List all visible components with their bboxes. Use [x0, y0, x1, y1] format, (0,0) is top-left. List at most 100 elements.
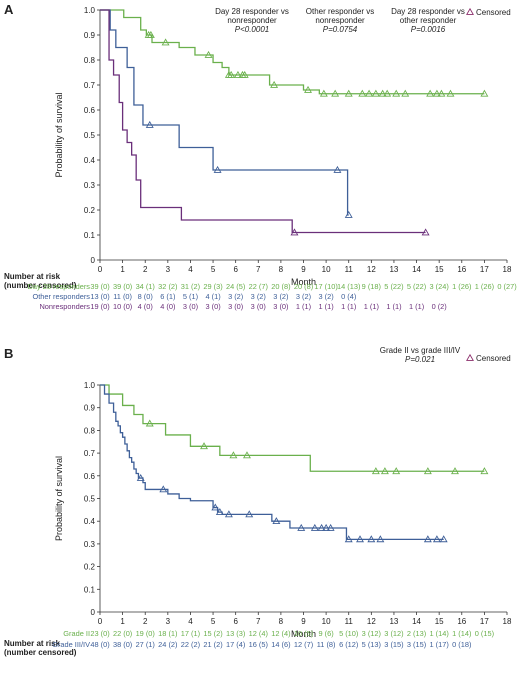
panel-b-series-1-censor-mark	[317, 523, 326, 531]
panel-a-risk-row-0-label: Day 28 responders	[28, 282, 91, 291]
panel-a-risk-row-1-cell: 11 (0)	[113, 292, 132, 301]
panel-a-risk-row-2-cell: 19 (0)	[90, 302, 109, 311]
panel-b-x-tick-label: 3	[166, 617, 171, 626]
panel-a-x-tick-label: 13	[389, 265, 398, 274]
panel-a-risk-row-1-cell: 3 (2)	[251, 292, 266, 301]
panel-a-series-0-censor-mark	[358, 89, 367, 97]
panel-b-x-tick-label: 6	[233, 617, 238, 626]
panel-a-y-tick-label: 0.1	[84, 231, 96, 240]
panel-a-risk-row-0-cell: 39 (0)	[113, 282, 132, 291]
panel-b-risk-row-1-label: Grade III/IV	[52, 640, 90, 649]
panel-a-x-tick-label: 18	[503, 265, 512, 274]
risk-table-b-title-line2: (number censored)	[4, 648, 77, 657]
panel-b-y-tick-label: 0.6	[84, 472, 96, 481]
panel-a-y-tick-label: 0.6	[84, 106, 96, 115]
panel-b-series-1-censor-mark	[272, 517, 281, 525]
panel-b-risk-row-0-cell: 12 (4)	[249, 629, 268, 638]
panel-a-y-tick-label: 0.5	[84, 131, 96, 140]
panel-b-series-0-censor-mark	[380, 467, 389, 475]
panel-b-x-tick-label: 4	[188, 617, 193, 626]
panel-a-series-0-censor-mark	[233, 70, 242, 78]
panel-a-y-tick-label: 0	[91, 256, 96, 265]
panel-a-risk-row-0-cell: 5 (22)	[407, 282, 426, 291]
panel-a-series-0-censor-mark	[371, 89, 380, 97]
panel-a-series-0-censor-mark	[240, 70, 249, 78]
panel-a-risk-row-0-cell: 17 (10)	[314, 282, 337, 291]
panel-a-x-tick-label: 2	[143, 265, 148, 274]
panel-a-x-tick-label: 15	[435, 265, 444, 274]
panel-a-x-tick-label: 8	[279, 265, 284, 274]
panel-a-series-1-line	[100, 9, 349, 216]
panel-b-series-0-censor-mark	[423, 467, 432, 475]
panel-a-risk-row-0-cell: 24 (5)	[226, 282, 245, 291]
panel-b-y-tick-label: 0.2	[84, 563, 96, 572]
risk-table-b-title-line1: Number at risk	[4, 639, 61, 648]
panel-b-risk-row-0-cell: 19 (0)	[136, 629, 155, 638]
panel-a-y-tick-label: 0.9	[84, 31, 96, 40]
panel-a-risk-row-2-cell: 1 (1)	[386, 302, 401, 311]
panel-a-series-2-censor-mark	[290, 228, 299, 236]
panel-a-legend-censored-label: Censored	[476, 8, 511, 17]
panel-a-series-0-line	[100, 9, 485, 95]
panel-a-annotation-1-line-2: P=0.0754	[323, 25, 358, 34]
panel-b-risk-row-0-cell: 22 (0)	[113, 629, 132, 638]
panel-a-x-tick-label: 0	[98, 265, 103, 274]
panel-a-series-2-line	[100, 9, 426, 234]
panel-b-series-0-censor-mark	[480, 467, 489, 475]
panel-b-risk-row-1-cell: 16 (5)	[249, 640, 268, 649]
panel-b-series-0-censor-mark	[451, 467, 459, 475]
panel-a-risk-row-0-cell: 5 (22)	[384, 282, 403, 291]
panel-a-legend-censored-icon	[466, 7, 474, 15]
panel-b-series-1-censor-mark	[310, 523, 319, 531]
panel-a-annotation-1-line-0: Other responder vs	[306, 7, 374, 16]
panel-a-risk-row-2-cell: 1 (1)	[296, 302, 311, 311]
panel-a-letter: A	[4, 2, 14, 17]
panel-b-legend-censored-icon	[466, 353, 474, 361]
panel-b-risk-row-1-cell: 5 (13)	[362, 640, 381, 649]
panel-a-risk-row-1-cell: 3 (2)	[273, 292, 288, 301]
panel-b-series-1-censor-mark	[423, 535, 432, 543]
panel-a-risk-row-2-cell: 4 (0)	[160, 302, 175, 311]
panel-b-series-1-censor-mark	[322, 523, 331, 531]
panel-b-x-tick-label: 7	[256, 617, 261, 626]
panel-a-risk-row-2-cell: 1 (1)	[319, 302, 334, 311]
panel-a-series-0-censor-mark	[432, 89, 441, 97]
panel-a-series-1-censor-mark	[333, 165, 342, 173]
panel-b-risk-row-0-cell: 9 (6)	[319, 629, 334, 638]
panel-b-x-tick-label: 14	[412, 617, 421, 626]
panel-b-risk-row-1-cell: 24 (2)	[158, 640, 177, 649]
panel-b-x-tick-label: 2	[143, 617, 148, 626]
panel-a-risk-row-0-cell: 34 (1)	[136, 282, 155, 291]
panel-a-y-tick-label: 1.0	[84, 6, 96, 15]
panel-a-risk-row-1-cell: 0 (4)	[341, 292, 356, 301]
panel-a-y-tick-label: 0.4	[84, 156, 96, 165]
panel-b-y-tick-label: 0.5	[84, 495, 96, 504]
panel-b-series-1-censor-mark	[224, 510, 233, 518]
panel-a-series-0-censor-mark	[146, 30, 155, 38]
panel-a-series-0-censor-mark	[204, 50, 213, 58]
panel-b-y-tick-label: 0.8	[84, 426, 96, 435]
panel-a-x-tick-label: 5	[211, 265, 216, 274]
panel-a-x-tick-label: 16	[457, 265, 466, 274]
panel-b-risk-row-0-cell: 5 (10)	[339, 629, 358, 638]
panel-a-series-1-censor-mark	[145, 120, 154, 128]
panel-b-risk-row-0-cell: 3 (12)	[362, 629, 381, 638]
panel-a-risk-row-0-cell: 20 (8)	[271, 282, 290, 291]
panel-b-risk-row-1-cell: 14 (6)	[271, 640, 290, 649]
panel-a-risk-row-1-cell: 13 (0)	[90, 292, 109, 301]
panel-a-series-0-censor-mark	[270, 80, 279, 88]
panel-b-series-1-censor-mark	[432, 535, 441, 543]
panel-a-series-0-censor-mark	[319, 89, 328, 97]
panel-a-annotation-2-line-0: Day 28 responder vs	[391, 7, 465, 16]
panel-b-letter: B	[4, 346, 14, 361]
panel-a-series-0-censor-mark	[304, 85, 312, 93]
panel-b-series-1-censor-mark	[356, 535, 365, 543]
panel-b-x-tick-label: 11	[345, 617, 354, 626]
panel-b-x-tick-label: 0	[98, 617, 103, 626]
panel-a-y-tick-label: 0.3	[84, 181, 96, 190]
panel-b-series-1-censor-mark	[215, 508, 224, 515]
panel-b-risk-row-0-cell: 12 (4)	[271, 629, 290, 638]
panel-b-y-axis-label: Probability of survival	[54, 456, 64, 541]
panel-b-series-1-censor-mark	[297, 523, 306, 531]
panel-a-risk-row-0-cell: 20 (8)	[294, 282, 313, 291]
